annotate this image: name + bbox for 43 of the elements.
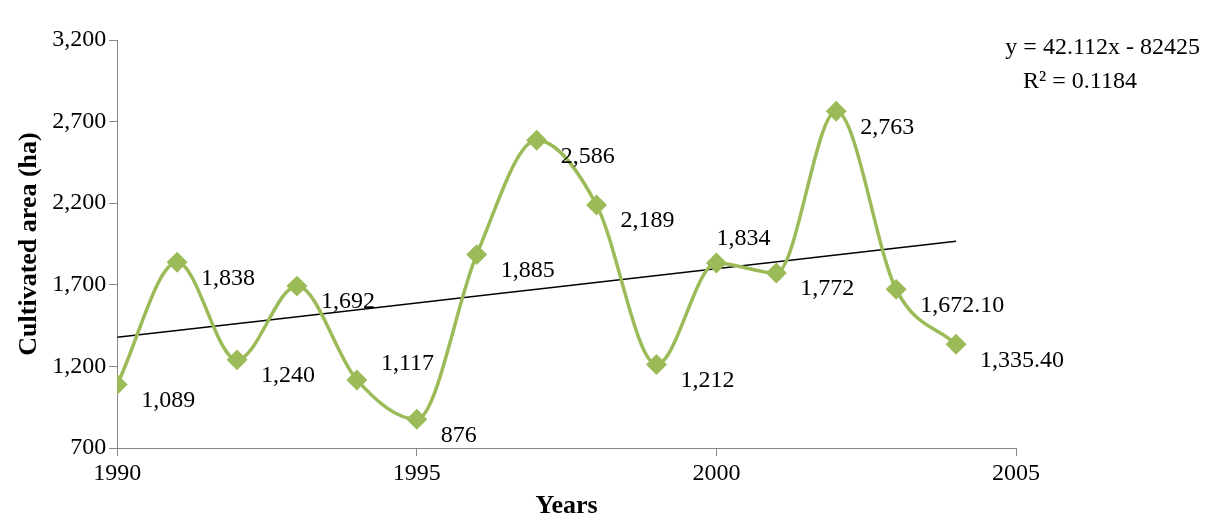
data-label: 1,692	[320, 287, 375, 314]
data-label: 1,089	[141, 385, 196, 412]
data-label: 1,885	[500, 255, 555, 282]
point	[347, 370, 367, 390]
x-tick-label: 1995	[392, 458, 441, 485]
data-label: 1,117	[380, 349, 434, 376]
point	[167, 252, 187, 273]
point	[886, 279, 906, 300]
point	[407, 409, 427, 430]
data-label: 1,772	[800, 274, 855, 301]
point	[946, 334, 966, 355]
point	[526, 130, 547, 150]
data-label: 1,240	[261, 361, 316, 388]
annotation: y = 42.112x - 82425	[1005, 33, 1200, 60]
point	[227, 350, 247, 370]
data-label: 1,838	[201, 263, 256, 290]
point	[287, 276, 307, 296]
point	[466, 244, 487, 265]
data-label: 1,834	[716, 224, 771, 251]
y-tick-label: 1,200	[52, 351, 107, 378]
point	[826, 101, 846, 122]
y-tick-label: 700	[70, 433, 107, 460]
x-tick-label: 2005	[992, 458, 1040, 485]
data-label: 1,672.10	[920, 290, 1005, 317]
point	[766, 263, 787, 283]
y-axis-title: Cultivated area (ha)	[13, 132, 43, 356]
y-tick-label: 3,200	[52, 25, 107, 52]
y-tick-label: 1,700	[52, 270, 107, 297]
data-label: 1,335.40	[980, 345, 1065, 372]
point	[706, 253, 727, 273]
data-label: 2,189	[620, 206, 675, 233]
x-tick-label: 1990	[93, 458, 142, 485]
x-axis-title: Years	[535, 490, 598, 520]
data-label: 876	[440, 420, 477, 447]
y-tick-label: 2,700	[52, 106, 107, 133]
data-label: 2,763	[860, 112, 915, 139]
point	[646, 354, 667, 375]
data-label: 2,586	[560, 141, 615, 168]
data-label: 1,212	[680, 365, 735, 392]
y-tick-label: 2,200	[52, 188, 107, 215]
point	[586, 195, 607, 215]
text: R² = 0.1184	[1023, 67, 1137, 94]
x-tick-label: 2000	[692, 458, 741, 485]
